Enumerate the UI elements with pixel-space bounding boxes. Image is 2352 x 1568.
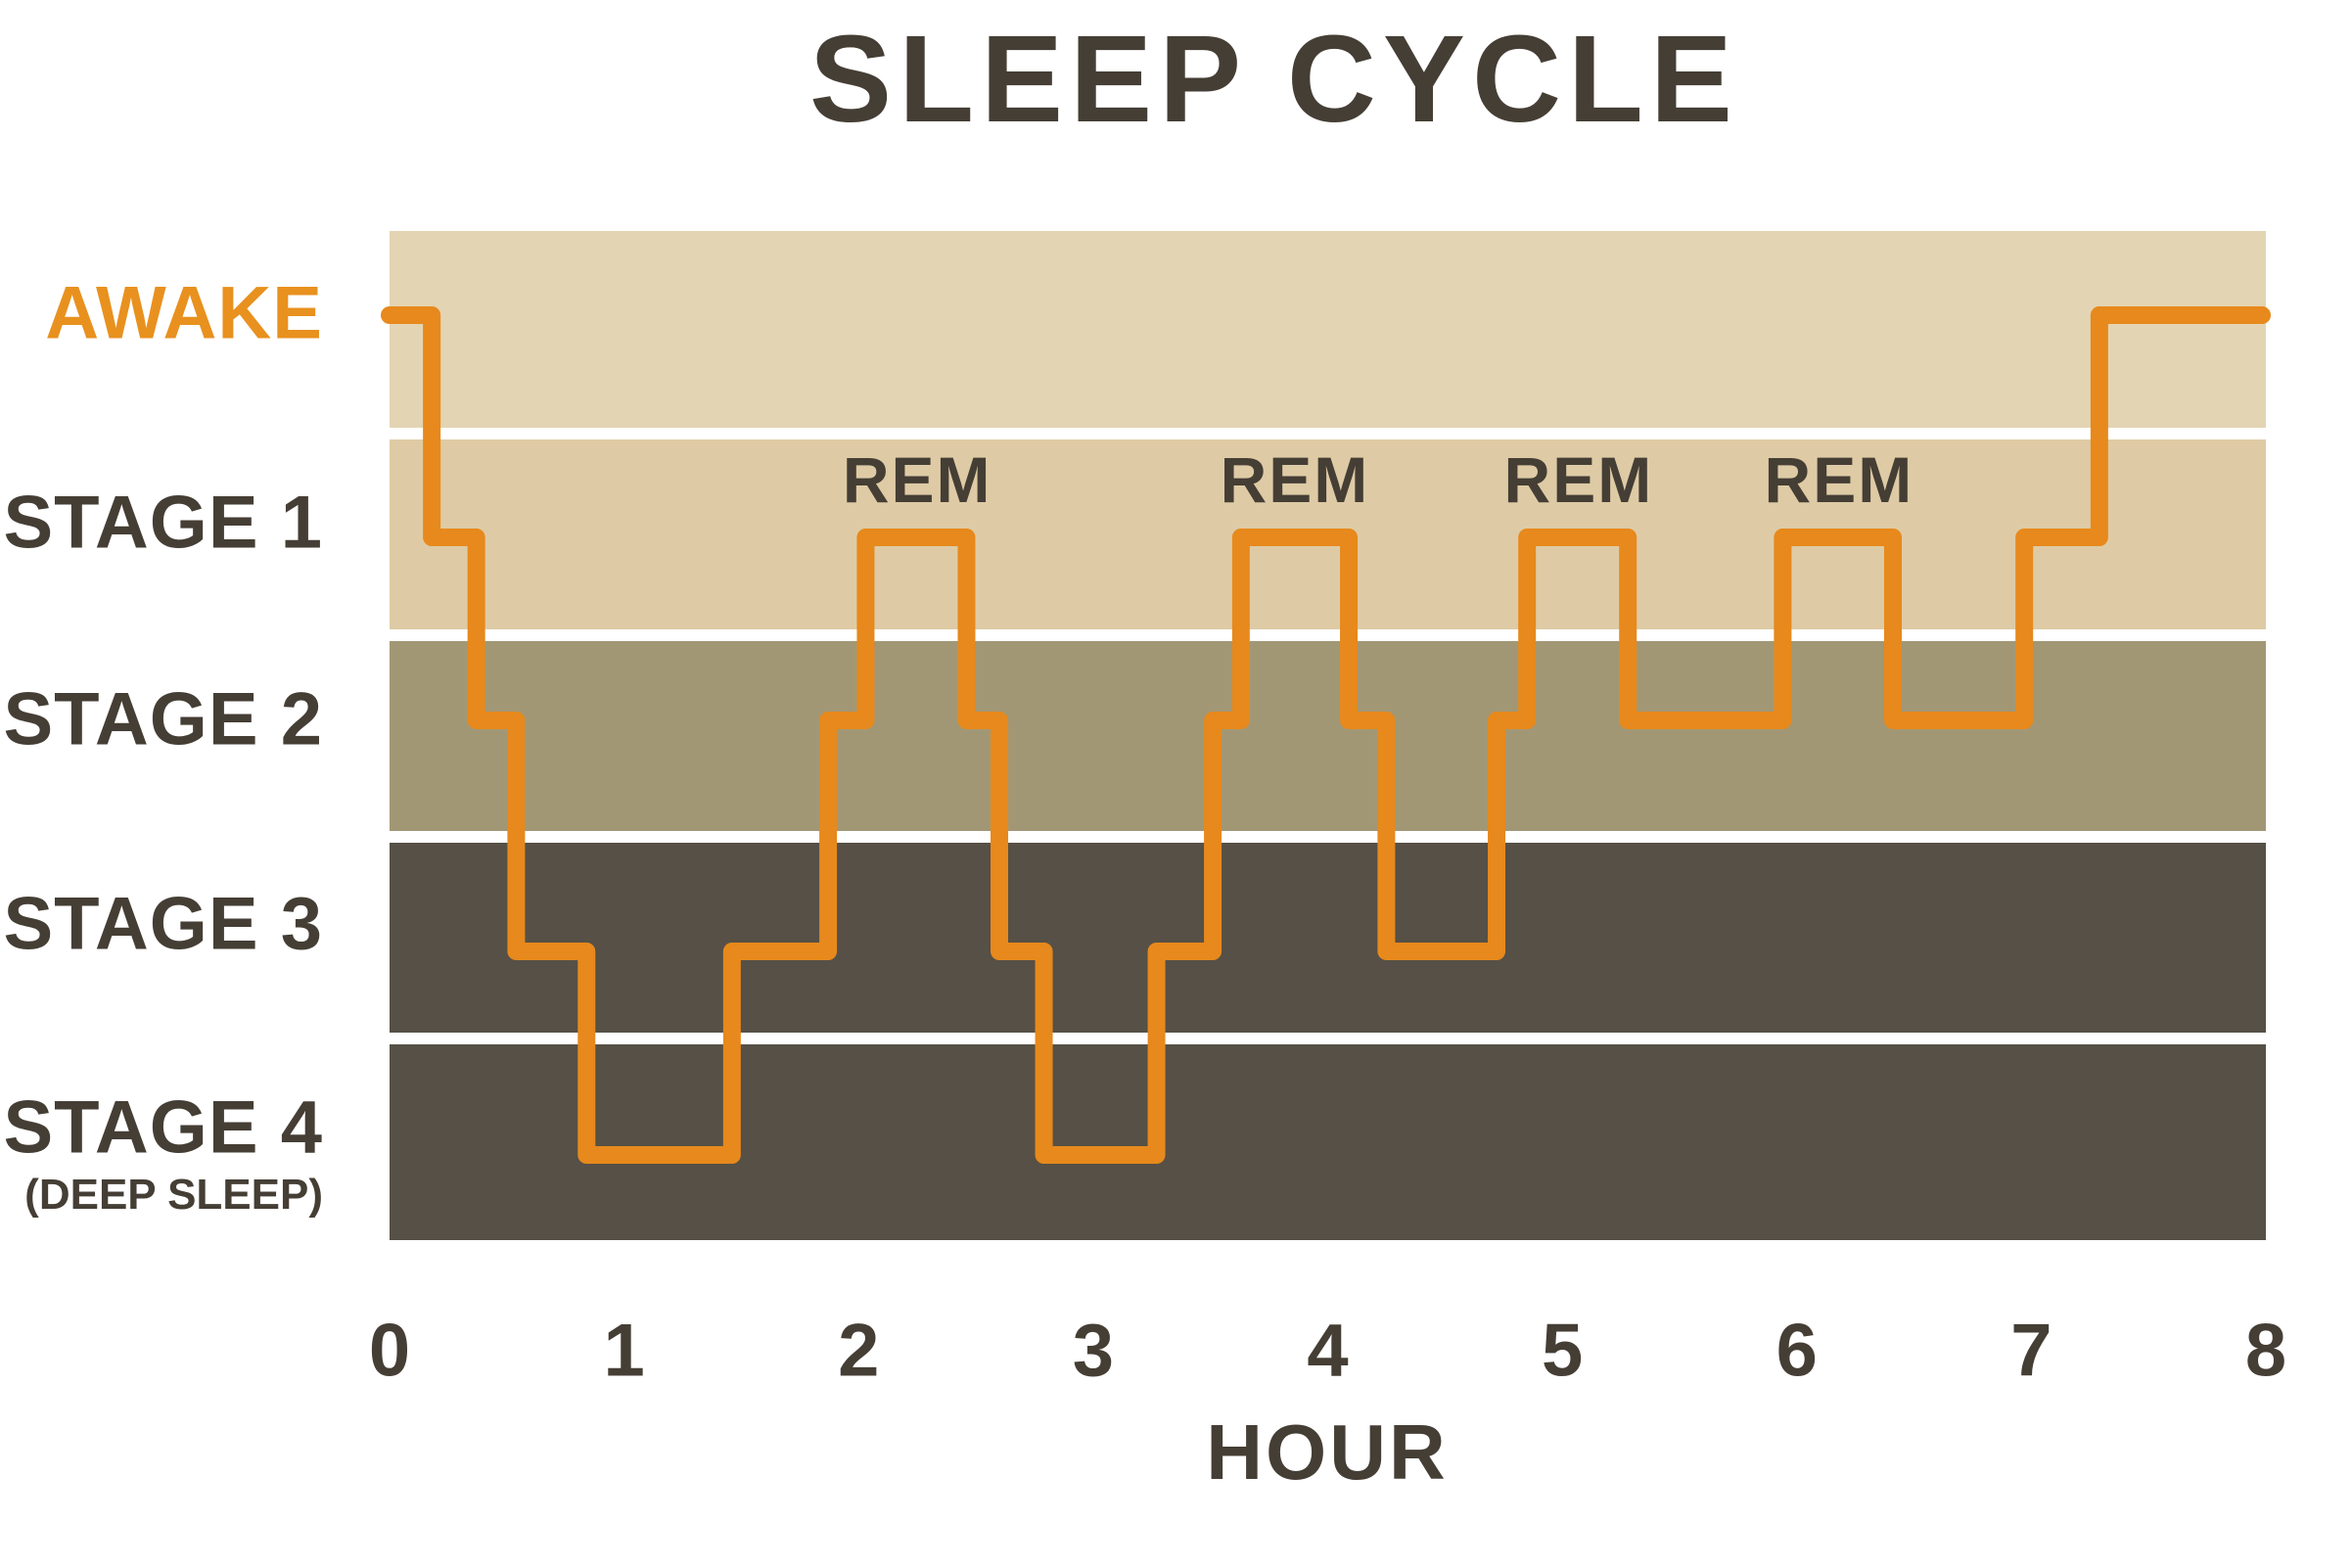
y-label-stage1: STAGE 1 [3, 481, 323, 565]
x-tick: 5 [1541, 1309, 1584, 1393]
x-tick: 0 [368, 1309, 411, 1393]
y-label-stage2: STAGE 2 [3, 677, 323, 761]
rem-label: REM [842, 443, 992, 516]
y-label-stage3: STAGE 3 [3, 882, 323, 966]
band-stage3 [390, 843, 2266, 1033]
page-title: SLEEP CYCLE [809, 10, 1739, 148]
chart-plot-area [390, 231, 2266, 1240]
x-tick: 4 [1307, 1309, 1349, 1393]
rem-label: REM [1764, 443, 1914, 516]
x-tick: 6 [1776, 1309, 1818, 1393]
y-label-deep-sleep: (DEEP SLEEP) [24, 1171, 323, 1219]
x-tick: 1 [603, 1309, 645, 1393]
x-tick: 2 [838, 1309, 880, 1393]
x-axis-title: HOUR [1206, 1408, 1449, 1496]
rem-label: REM [1220, 443, 1370, 516]
rem-label: REM [1503, 443, 1654, 516]
x-tick: 7 [2010, 1309, 2052, 1393]
y-label-awake: AWAKE [45, 271, 323, 355]
y-axis-labels: AWAKE STAGE 1 STAGE 2 STAGE 3 STAGE 4 (D… [0, 0, 331, 1568]
band-stage2 [390, 641, 2266, 831]
band-awake [390, 231, 2266, 428]
x-tick: 8 [2244, 1309, 2287, 1393]
band-stage4 [390, 1044, 2266, 1240]
x-tick: 3 [1072, 1309, 1115, 1393]
y-label-stage4: STAGE 4 [3, 1085, 323, 1170]
